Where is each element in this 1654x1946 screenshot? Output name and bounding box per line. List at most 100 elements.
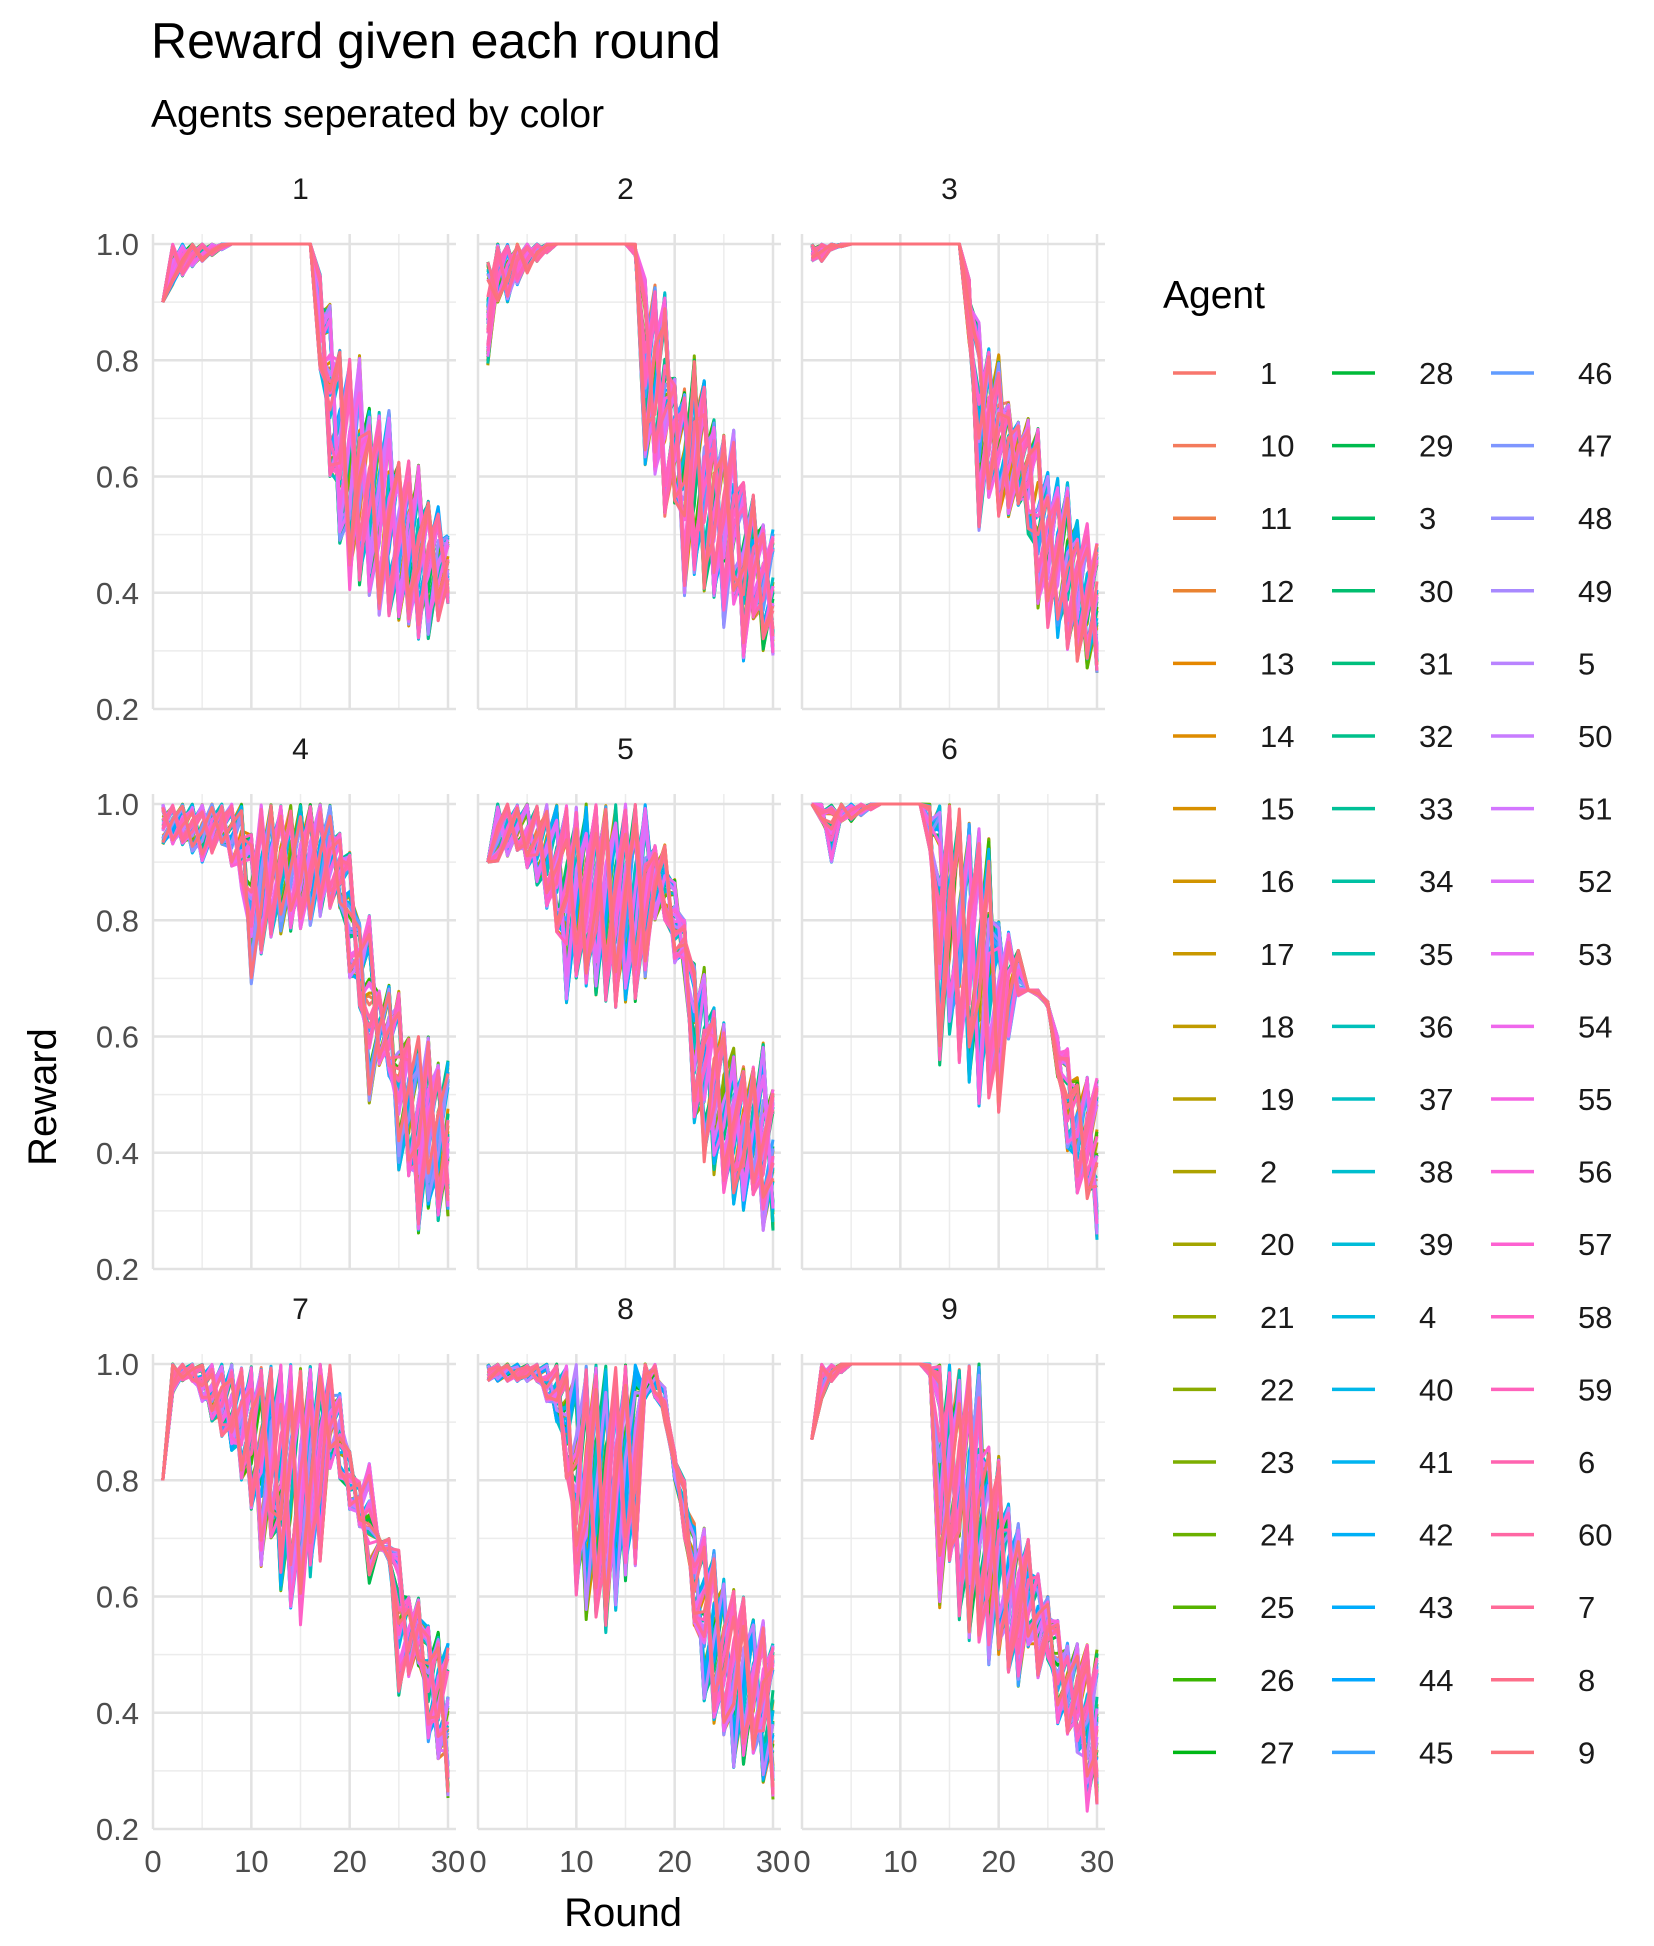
legend-label: 36 [1419,1009,1453,1044]
legend-item-36: 36 [1332,1009,1453,1044]
legend-label: 50 [1578,719,1612,754]
legend-item-49: 49 [1491,574,1612,609]
y-tick-label: 0.8 [96,903,139,938]
legend-label: 11 [1260,501,1292,536]
legend-item-60: 60 [1491,1518,1612,1553]
legend-label: 38 [1419,1155,1453,1190]
legend-label: 19 [1260,1082,1294,1117]
series-lines [161,1362,450,1799]
legend-item-46: 46 [1491,356,1612,391]
legend-item-6: 6 [1491,1445,1595,1480]
x-tick-label: 30 [431,1844,465,1879]
series-line-agent-6 [486,242,775,618]
x-tick-label: 0 [793,1844,810,1879]
legend-label: 43 [1419,1590,1453,1625]
legend-label: 56 [1578,1155,1612,1190]
series-lines [810,242,1099,674]
legend-label: 8 [1578,1663,1595,1698]
series-lines [486,242,775,663]
legend-item-17: 17 [1173,937,1294,972]
legend-label: 45 [1419,1735,1453,1770]
legend-label: 9 [1578,1735,1595,1770]
legend-label: 44 [1419,1663,1453,1698]
facet-label: 1 [292,173,309,206]
legend-label: 26 [1260,1663,1294,1698]
legend-label: 21 [1260,1300,1294,1335]
legend-item-22: 22 [1173,1372,1294,1407]
facet-label: 6 [941,733,958,766]
series-lines [486,802,775,1232]
legend-label: 31 [1419,646,1453,681]
legend-label: 46 [1578,356,1612,391]
chart-subtitle: Agents seperated by color [151,93,604,136]
x-tick-label: 0 [469,1844,486,1879]
legend-label: 13 [1260,646,1294,681]
legend-label: 47 [1578,429,1612,464]
legend-label: 37 [1419,1082,1453,1117]
legend-label: 55 [1578,1082,1612,1117]
legend-item-26: 26 [1173,1663,1294,1698]
series-lines [161,242,450,641]
y-tick-label: 0.2 [96,1812,139,1847]
y-tick-label: 0.8 [96,1463,139,1498]
legend-label: 32 [1419,719,1453,754]
x-tick-label: 20 [981,1844,1015,1879]
legend-item-30: 30 [1332,574,1453,609]
legend-label: 53 [1578,937,1612,972]
facet-panel-3: 3 [800,173,1105,711]
x-axis-label: Round [564,1891,682,1935]
legend-item-18: 18 [1173,1009,1294,1044]
legend-label: 57 [1578,1227,1612,1262]
legend-item-51: 51 [1491,792,1612,827]
x-tick-label: 20 [332,1844,366,1879]
legend-label: 14 [1260,719,1294,754]
legend-item-5: 5 [1491,646,1595,681]
facet-label: 4 [292,733,309,766]
series-line-agent-9 [810,1362,1099,1778]
legend-label: 39 [1419,1227,1453,1262]
facet-panel-6: 6 [800,733,1105,1271]
chart-title: Reward given each round [151,13,721,69]
legend-item-34: 34 [1332,864,1453,899]
facet-panel-1: 1 0.2 0.4 0.6 0.8 1.0 [96,173,456,727]
legend-label: 28 [1419,356,1453,391]
y-tick-label: 1.0 [96,787,139,822]
legend: Agent 1 10 11 12 13 14 15 16 17 18 19 2 20 21 22 23 24 25… [1163,274,1612,1770]
series-line-agent-9 [810,802,1099,1201]
legend-item-8: 8 [1491,1663,1595,1698]
legend-label: 16 [1260,864,1294,899]
y-tick-label: 0.6 [96,1020,139,1055]
legend-label: 52 [1578,864,1612,899]
legend-label: 25 [1260,1590,1294,1625]
legend-label: 34 [1419,864,1453,899]
legend-item-25: 25 [1173,1590,1294,1625]
x-tick-label: 10 [883,1844,917,1879]
x-tick-label: 20 [657,1844,691,1879]
legend-label: 49 [1578,574,1612,609]
legend-item-24: 24 [1173,1518,1294,1553]
legend-label: 12 [1260,574,1294,609]
legend-item-10: 10 [1173,429,1294,464]
legend-item-12: 12 [1173,574,1294,609]
legend-item-14: 14 [1173,719,1294,754]
series-line-agent-9 [810,242,1099,663]
legend-item-31: 31 [1332,646,1453,681]
series-line-agent-9 [161,242,450,605]
x-tick-label: 10 [559,1844,593,1879]
legend-item-27: 27 [1173,1735,1294,1770]
legend-label: 17 [1260,937,1294,972]
legend-label: 3 [1419,501,1436,536]
legend-item-43: 43 [1332,1590,1453,1625]
legend-label: 4 [1419,1300,1436,1335]
legend-label: 48 [1578,501,1612,536]
y-tick-label: 0.4 [96,1696,139,1731]
legend-label: 51 [1578,792,1612,827]
series-line-agent-9 [486,242,775,633]
legend-label: 20 [1260,1227,1294,1262]
series-line-agent-9 [161,804,450,1175]
legend-item-48: 48 [1491,501,1612,536]
legend-item-19: 19 [1173,1082,1294,1117]
legend-item-35: 35 [1332,937,1453,972]
legend-label: 27 [1260,1735,1294,1770]
